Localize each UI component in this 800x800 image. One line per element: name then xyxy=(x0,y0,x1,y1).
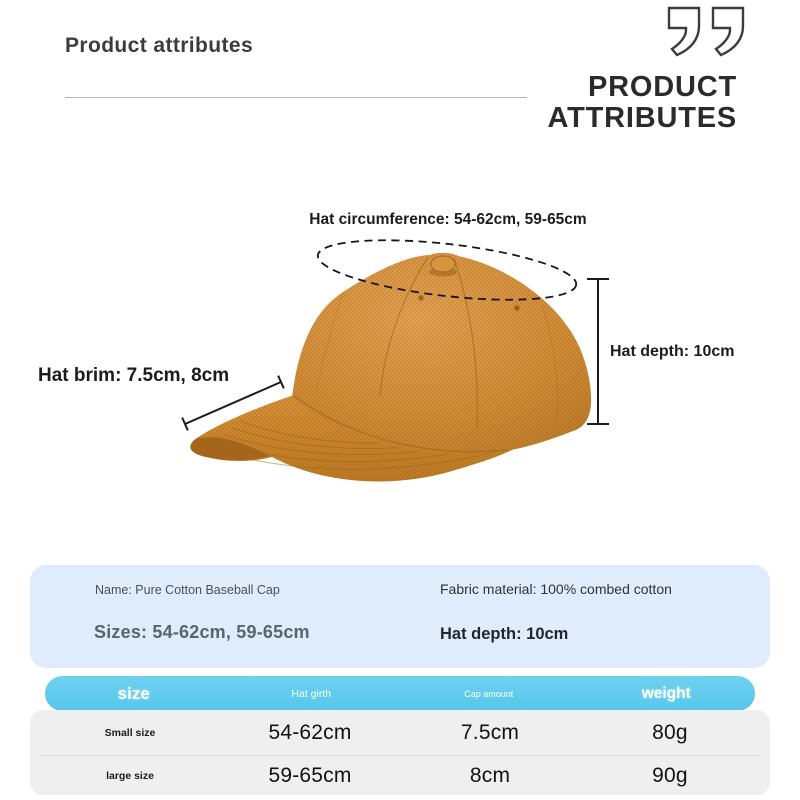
title-underline xyxy=(65,97,527,98)
table-row-small-size: Small size 54-62cm 7.5cm 80g xyxy=(40,710,760,755)
spec-table-body: Small size 54-62cm 7.5cm 80g large size … xyxy=(30,710,770,795)
circumference-dashed-ellipse xyxy=(316,239,578,301)
table-row-large-size: large size 59-65cm 8cm 90g xyxy=(40,755,760,795)
product-name-text: Name: Pure Cotton Baseball Cap xyxy=(95,583,280,597)
amount-cell: 8cm xyxy=(469,763,511,787)
column-header-cap-amount: Cap amount xyxy=(464,688,514,699)
weight-cell: 80g xyxy=(652,720,688,744)
row-label: Small size xyxy=(104,726,156,739)
weight-cell: 90g xyxy=(652,763,688,787)
hat-depth-label: Hat depth: 10cm xyxy=(610,343,735,360)
quotation-marks-icon xyxy=(667,6,745,57)
column-header-hat-girth: Hat girth xyxy=(291,687,332,700)
girth-cell: 54-62cm xyxy=(268,720,352,744)
column-header-size: size xyxy=(117,683,150,703)
section-heading: PRODUCT ATTRIBUTES xyxy=(547,71,737,134)
cap-illustration xyxy=(190,252,592,482)
sizes-text: Sizes: 54-62cm, 59-65cm xyxy=(94,622,310,642)
girth-cell: 59-65cm xyxy=(268,763,352,787)
hat-depth-text: Hat depth: 10cm xyxy=(440,625,569,643)
hat-brim-label: Hat brim: 7.5cm, 8cm xyxy=(38,365,230,386)
column-header-weight: weight xyxy=(641,684,691,702)
brim-dimension-line xyxy=(181,375,285,431)
depth-dimension-line xyxy=(587,278,609,425)
page-title: Product attributes xyxy=(65,34,254,57)
row-label: large size xyxy=(106,769,154,782)
product-info-card xyxy=(30,565,770,668)
amount-cell: 7.5cm xyxy=(460,720,520,744)
spec-table-header: size Hat girth Cap amount weight xyxy=(45,676,755,711)
baseball-cap-image xyxy=(181,239,609,482)
fabric-material-text: Fabric material: 100% combed cotton xyxy=(440,581,672,597)
hat-circumference-label: Hat circumference: 54-62cm, 59-65cm xyxy=(309,211,587,228)
